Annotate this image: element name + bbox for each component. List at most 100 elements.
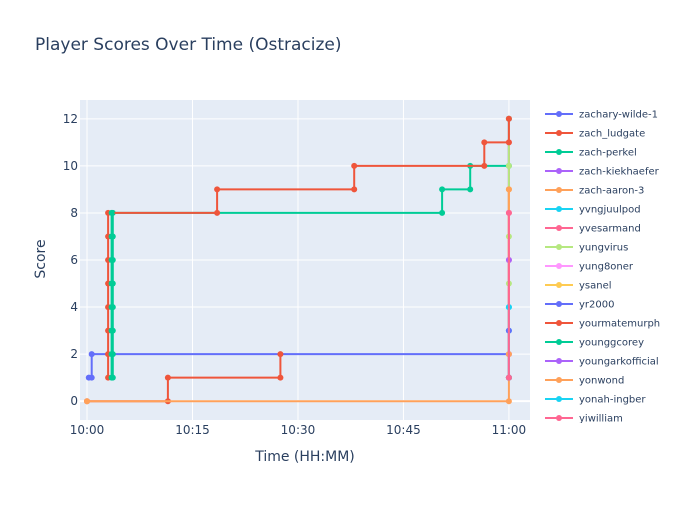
legend-label: zach-perkel [579,148,637,159]
series-line [107,118,510,378]
y-tick-label: 2 [70,347,78,361]
y-axis-title: Score [33,239,49,278]
data-point[interactable] [505,209,512,216]
legend-label: yvngjuulpod [579,205,641,216]
y-tick-label: 8 [70,206,78,220]
data-point[interactable] [108,209,115,216]
legend-label: ysanel [579,281,612,292]
data-point[interactable] [88,351,95,358]
data-point[interactable] [214,186,221,193]
legend[interactable]: zachary-wilde-1 zach_ludgate zach-perkel za… [545,110,660,425]
data-point[interactable] [351,162,358,169]
legend-swatch-marker [556,377,562,383]
legend-swatch-marker [556,225,562,231]
legend-item[interactable]: yonwond [545,376,624,387]
legend-label: younggcorey [579,338,644,349]
data-point[interactable] [108,280,115,287]
data-point[interactable] [108,374,115,381]
x-tick-label: 10:45 [386,423,421,437]
legend-label: yourmatemurph [579,319,660,330]
legend-label: zachary-wilde-1 [579,110,658,121]
x-tick-label: 10:30 [281,423,316,437]
legend-swatch-marker [556,301,562,307]
legend-swatch-marker [556,358,562,364]
legend-item[interactable]: yvngjuulpod [545,205,641,216]
x-tick-label: 10:15 [175,423,210,437]
legend-item[interactable]: yourmatemurph [545,319,660,330]
legend-swatch-marker [556,339,562,345]
legend-label: zach-aaron-3 [579,186,644,197]
legend-swatch-marker [556,168,562,174]
data-point[interactable] [505,186,512,193]
data-point[interactable] [505,398,512,405]
data-point[interactable] [108,327,115,334]
legend-item[interactable]: youngarkofficial [545,357,659,368]
legend-label: yr2000 [579,300,614,311]
legend-item[interactable]: zachary-wilde-1 [545,110,658,121]
legend-label: yonwond [579,376,624,387]
data-point[interactable] [84,398,90,405]
legend-label: youngarkofficial [579,357,659,368]
legend-label: yiwilliam [579,414,623,425]
data-point[interactable] [277,351,284,358]
legend-item[interactable]: zach-aaron-3 [545,186,644,197]
legend-label: yungvirus [579,243,628,254]
series-line [111,118,510,378]
data-point[interactable] [481,162,488,169]
data-point[interactable] [505,374,512,381]
x-tick-label: 11:00 [492,423,527,437]
data-point[interactable] [108,257,115,263]
legend-item[interactable]: yiwilliam [545,414,623,425]
legend-swatch-marker [556,187,562,193]
y-tick-label: 10 [63,159,78,173]
data-point[interactable] [88,374,95,381]
chart-title: Player Scores Over Time (Ostracize) [35,35,342,55]
y-tick-label: 6 [70,253,78,267]
legend-item[interactable]: yvesarmand [545,224,641,235]
legend-item[interactable]: zach-kiekhaefer [545,167,660,178]
data-point[interactable] [164,374,171,381]
legend-item[interactable]: yung8oner [545,262,634,273]
data-point[interactable] [481,139,488,146]
legend-swatch-marker [556,111,562,117]
data-point[interactable] [505,115,512,122]
data-point[interactable] [505,162,512,169]
data-point[interactable] [108,233,115,240]
legend-label: zach_ludgate [579,129,645,140]
series-younggcorey [108,209,115,381]
data-point[interactable] [351,186,358,193]
legend-item[interactable]: younggcorey [545,338,644,349]
legend-item[interactable]: zach-perkel [545,148,637,159]
data-point[interactable] [467,186,474,193]
legend-item[interactable]: yr2000 [545,300,614,311]
legend-swatch-marker [556,282,562,288]
legend-items: zachary-wilde-1 zach_ludgate zach-perkel za… [545,110,660,425]
legend-item[interactable]: zach_ludgate [545,129,645,140]
legend-item[interactable]: yonah-ingber [545,395,646,406]
legend-label: yvesarmand [579,224,641,235]
legend-swatch-marker [556,149,562,155]
legend-item[interactable]: yungvirus [545,243,628,254]
x-axis-title: Time (HH:MM) [254,449,355,465]
legend-swatch-marker [556,206,562,212]
data-point[interactable] [214,209,221,216]
y-tick-label: 4 [70,300,78,314]
legend-label: yung8oner [579,262,634,273]
legend-swatch-marker [556,244,562,250]
x-tick-label: 10:00 [70,423,105,437]
legend-swatch-marker [556,130,562,136]
legend-label: yonah-ingber [579,395,646,406]
y-tick-label: 0 [70,394,78,408]
legend-item[interactable]: ysanel [545,281,612,292]
data-point[interactable] [108,304,115,311]
legend-label: zach-kiekhaefer [579,167,660,178]
data-point[interactable] [439,209,446,216]
data-point[interactable] [277,374,284,381]
data-point[interactable] [505,139,512,146]
legend-swatch-marker [556,263,562,269]
data-point[interactable] [439,186,446,193]
data-point[interactable] [108,351,115,358]
legend-swatch-marker [556,320,562,326]
